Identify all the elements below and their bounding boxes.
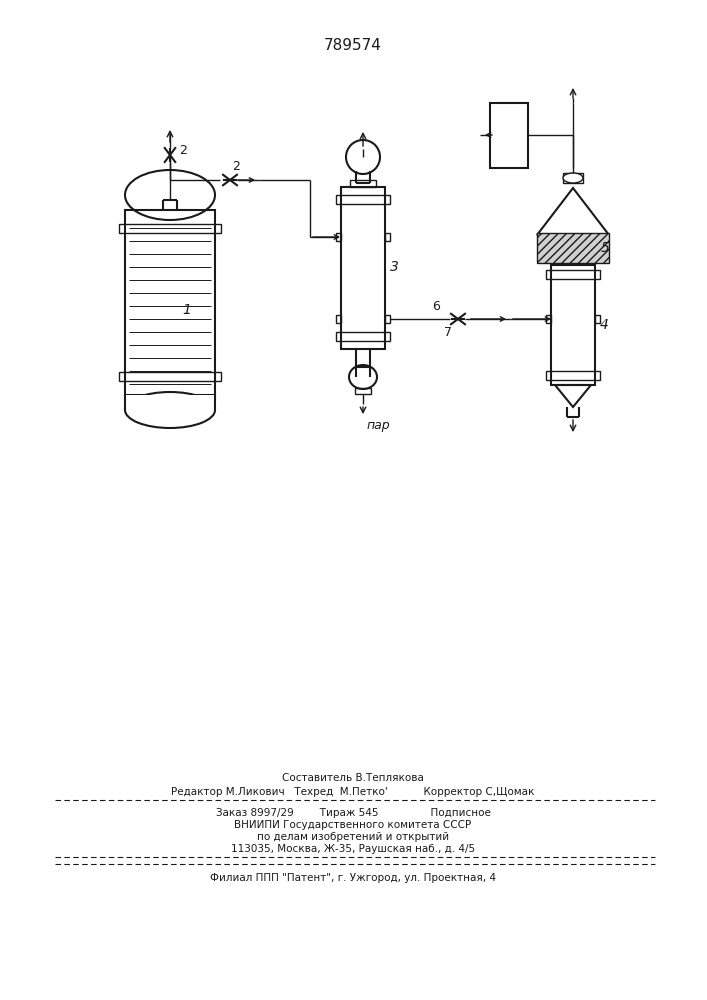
Text: Филиал ППП "Патент", г. Ужгород, ул. Проектная, 4: Филиал ППП "Патент", г. Ужгород, ул. Про… (210, 873, 496, 883)
Bar (119, 224, 221, 233)
Bar (350, 180, 376, 187)
Bar (355, 388, 371, 394)
Text: 5: 5 (601, 241, 610, 255)
Bar (595, 315, 600, 323)
Text: Составитель В.Теплякова: Составитель В.Теплякова (282, 773, 424, 783)
Bar (551, 265, 595, 385)
Bar (537, 233, 609, 263)
Bar (341, 187, 385, 349)
Text: 113035, Москва, Ж-35, Раушская наб., д. 4/5: 113035, Москва, Ж-35, Раушская наб., д. … (231, 844, 475, 854)
Bar (563, 173, 583, 183)
Bar (356, 367, 370, 379)
Text: 789574: 789574 (324, 38, 382, 53)
Ellipse shape (125, 170, 215, 220)
Bar (336, 233, 341, 241)
Text: 4: 4 (600, 318, 609, 332)
Bar (385, 315, 390, 323)
Text: пар: пар (367, 419, 391, 432)
Bar (490, 103, 528, 168)
Ellipse shape (346, 140, 380, 174)
Text: 6: 6 (432, 300, 440, 312)
Bar (546, 371, 600, 380)
Text: ВНИИПИ Государственного комитета СССР: ВНИИПИ Государственного комитета СССР (235, 820, 472, 830)
Text: 2: 2 (232, 160, 240, 174)
Text: 1: 1 (182, 303, 191, 317)
Bar (385, 233, 390, 241)
Bar (336, 332, 390, 341)
Ellipse shape (563, 173, 583, 183)
Ellipse shape (349, 365, 377, 389)
Text: Редактор М.Ликович   Техред  М.Петко'           Корректор С,Щомак: Редактор М.Ликович Техред М.Петко' Корре… (171, 787, 534, 797)
Ellipse shape (125, 392, 215, 428)
Bar (119, 372, 221, 381)
Bar (336, 195, 390, 204)
Text: 2: 2 (179, 143, 187, 156)
Text: 7: 7 (444, 326, 452, 340)
Text: по делам изобретений и открытий: по делам изобретений и открытий (257, 832, 449, 842)
Bar (546, 270, 600, 279)
Bar (125, 210, 215, 395)
Bar (546, 315, 551, 323)
Bar (336, 315, 341, 323)
Text: 3: 3 (390, 260, 399, 274)
Text: Заказ 8997/29        Тираж 545                Подписное: Заказ 8997/29 Тираж 545 Подписное (216, 808, 491, 818)
Bar (125, 395, 215, 410)
